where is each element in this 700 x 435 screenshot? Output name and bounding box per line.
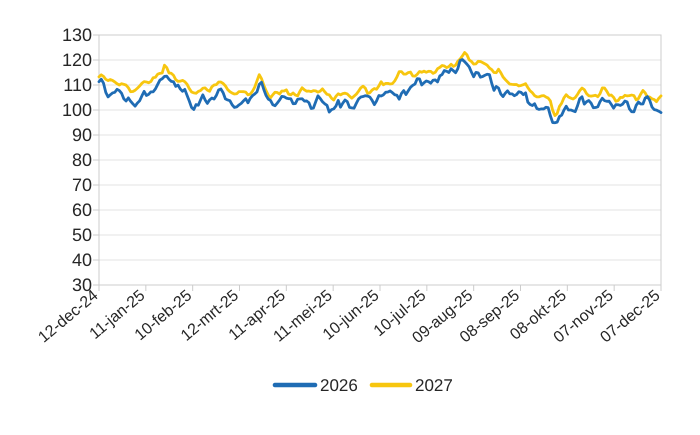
svg-text:60: 60	[72, 200, 92, 220]
svg-text:90: 90	[72, 125, 92, 145]
svg-text:2026: 2026	[320, 376, 358, 395]
svg-text:70: 70	[72, 175, 92, 195]
svg-text:110: 110	[63, 75, 92, 95]
svg-text:2027: 2027	[415, 376, 453, 395]
svg-text:40: 40	[72, 250, 92, 270]
svg-text:100: 100	[62, 100, 92, 120]
svg-text:12-dec-24: 12-dec-24	[35, 287, 101, 346]
svg-text:120: 120	[62, 50, 92, 70]
svg-text:130: 130	[62, 25, 92, 45]
svg-text:80: 80	[72, 150, 92, 170]
svg-text:50: 50	[72, 225, 92, 245]
